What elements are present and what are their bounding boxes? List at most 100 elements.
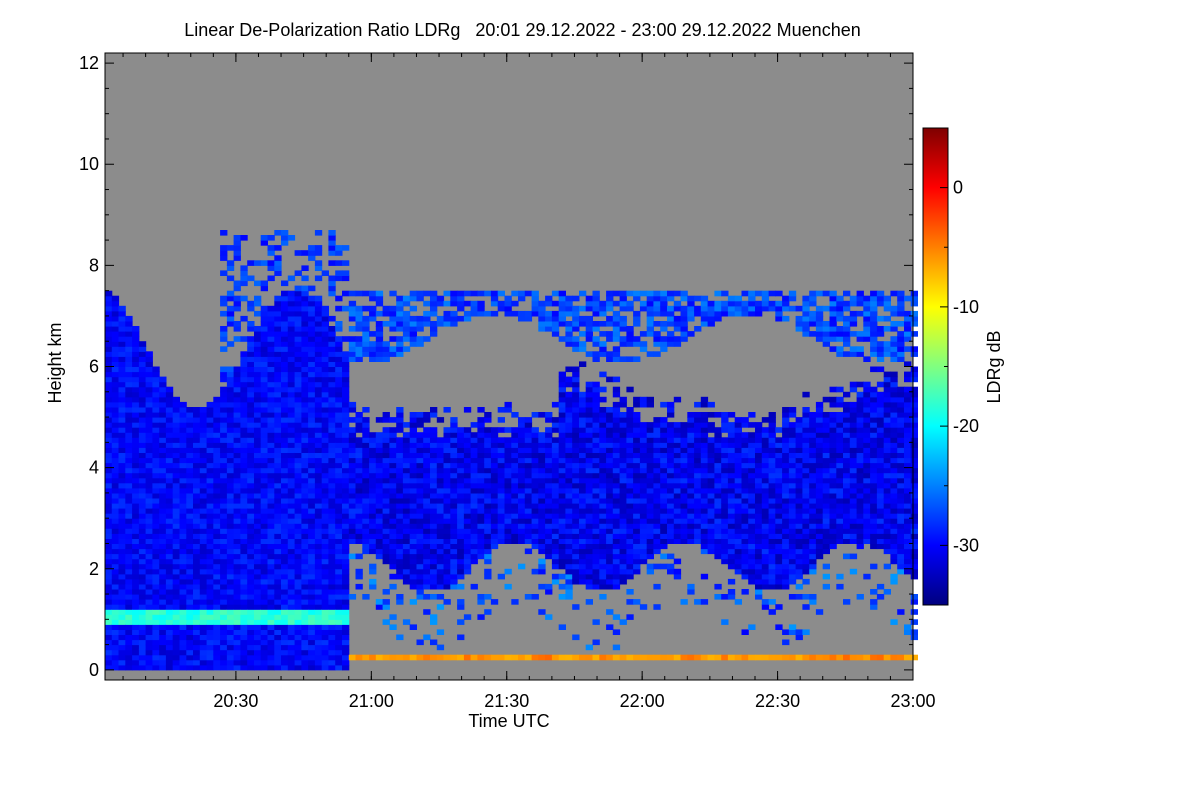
- heatmap-cell: [673, 472, 682, 479]
- heatmap-cell: [132, 452, 140, 459]
- heatmap-cell: [579, 467, 587, 474]
- heatmap-cell: [470, 533, 478, 539]
- heatmap-cell: [226, 341, 235, 347]
- heatmap-cell: [457, 467, 465, 474]
- heatmap-cell: [281, 417, 289, 423]
- heatmap-cell: [294, 523, 302, 529]
- heatmap-cell: [193, 538, 201, 544]
- heatmap-cell: [660, 467, 668, 474]
- heatmap-cell: [118, 558, 126, 565]
- heatmap-cell: [267, 326, 275, 332]
- heatmap-cell: [355, 503, 363, 509]
- heatmap-cell: [287, 558, 296, 565]
- heatmap-cell: [518, 452, 526, 459]
- heatmap-cell: [375, 462, 384, 469]
- heatmap-cell: [301, 361, 309, 367]
- heatmap-cell: [436, 604, 445, 610]
- heatmap-cell: [199, 452, 208, 459]
- heatmap-cell: [294, 427, 302, 433]
- heatmap-cell: [165, 508, 174, 514]
- heatmap-cell: [199, 558, 208, 565]
- heatmap-cell: [653, 310, 661, 317]
- heatmap-cell: [402, 346, 411, 352]
- heatmap-cell: [369, 310, 377, 317]
- heatmap-cell: [159, 401, 167, 408]
- heatmap-cell: [694, 513, 702, 519]
- heatmap-cell: [321, 508, 329, 514]
- heatmap-cell: [287, 487, 296, 494]
- heatmap-cell: [768, 583, 776, 590]
- heatmap-cell: [748, 624, 756, 630]
- heatmap-cell: [430, 498, 438, 504]
- heatmap-cell: [111, 659, 120, 666]
- heatmap-cell: [518, 427, 526, 433]
- heatmap-cell: [105, 452, 113, 459]
- heatmap-cell: [199, 599, 208, 605]
- heatmap-cell: [646, 351, 654, 357]
- heatmap-cell: [348, 310, 357, 317]
- heatmap-cell: [274, 396, 282, 403]
- heatmap-cell: [111, 629, 120, 635]
- heatmap-cell: [375, 417, 384, 423]
- heatmap-cell: [416, 654, 424, 661]
- heatmap-cell: [274, 644, 282, 651]
- heatmap-cell: [396, 412, 404, 418]
- heatmap-cell: [436, 498, 445, 504]
- heatmap-cell: [152, 462, 160, 469]
- heatmap-cell: [165, 513, 174, 519]
- heatmap-cell: [538, 492, 546, 499]
- heatmap-cell: [294, 442, 302, 448]
- heatmap-cell: [213, 492, 221, 499]
- heatmap-cell: [355, 305, 363, 312]
- heatmap-cell: [213, 427, 221, 433]
- heatmap-cell: [321, 437, 329, 443]
- heatmap-cell: [484, 492, 492, 499]
- heatmap-cell: [660, 498, 668, 504]
- heatmap-cell: [165, 457, 174, 464]
- heatmap-cell: [348, 401, 357, 408]
- heatmap-cell: [660, 503, 668, 509]
- heatmap-cell: [321, 553, 329, 560]
- heatmap-cell: [409, 412, 417, 418]
- heatmap-cell: [125, 381, 133, 388]
- heatmap-cell: [755, 538, 763, 544]
- heatmap-cell: [714, 518, 722, 524]
- heatmap-cell: [226, 245, 235, 251]
- heatmap-cell: [301, 568, 309, 575]
- heatmap-cell: [396, 472, 404, 479]
- heatmap-cell: [111, 644, 120, 651]
- heatmap-cell: [301, 422, 309, 428]
- heatmap-cell: [240, 356, 248, 362]
- heatmap-cell: [111, 417, 120, 423]
- heatmap-cell: [524, 310, 533, 317]
- heatmap-cell: [314, 498, 323, 504]
- heatmap-cell: [165, 624, 174, 630]
- heatmap-cell: [694, 427, 702, 433]
- heatmap-cell: [396, 573, 404, 580]
- heatmap-cell: [409, 513, 417, 519]
- heatmap-cell: [254, 386, 262, 393]
- heatmap-cell: [287, 417, 296, 423]
- heatmap-cell: [721, 300, 729, 307]
- heatmap-cell: [294, 604, 302, 610]
- heatmap-cell: [247, 351, 255, 357]
- heatmap-cell: [118, 457, 126, 464]
- heatmap-cell: [213, 614, 221, 620]
- heatmap-cell: [186, 649, 194, 656]
- heatmap-cell: [470, 498, 478, 504]
- heatmap-cell: [260, 548, 268, 555]
- heatmap-cell: [558, 290, 566, 297]
- heatmap-cell: [348, 594, 357, 600]
- heatmap-cell: [186, 508, 194, 514]
- heatmap-cell: [125, 664, 133, 671]
- heatmap-cell: [545, 487, 553, 494]
- heatmap-cell: [342, 487, 350, 494]
- heatmap-cell: [518, 437, 526, 443]
- heatmap-cell: [646, 331, 654, 337]
- heatmap-cell: [727, 295, 736, 302]
- heatmap-cell: [254, 356, 262, 362]
- heatmap-cell: [626, 467, 634, 474]
- heatmap-cell: [741, 538, 749, 544]
- heatmap-cell: [463, 553, 472, 560]
- heatmap-cell: [145, 376, 153, 383]
